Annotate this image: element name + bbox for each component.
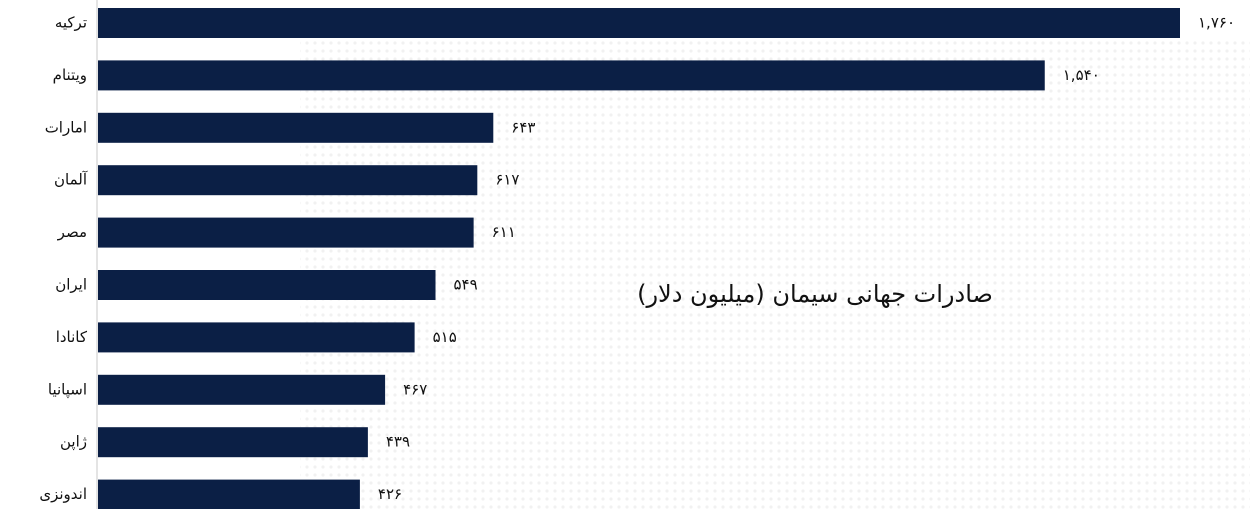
- value-label: ۴۶۷: [403, 380, 427, 398]
- value-label: ۴۲۶: [378, 485, 402, 503]
- value-label: ۶۱۱: [492, 223, 516, 241]
- map-background: [300, 40, 1250, 509]
- value-label: ۴۳۹: [386, 433, 410, 451]
- bar: [98, 165, 478, 196]
- bar: [98, 479, 360, 509]
- y-tick-label: آلمان: [54, 171, 88, 189]
- y-tick-label: ویتنام: [53, 66, 87, 84]
- bar: [98, 217, 474, 248]
- bar: [98, 427, 368, 458]
- value-label: ۵۴۹: [454, 276, 478, 294]
- y-tick-label: کانادا: [56, 328, 88, 346]
- value-label: ۱,۷۶۰: [1198, 14, 1235, 32]
- bar: [98, 60, 1045, 91]
- chart-title: صادرات جهانی سیمان (میلیون دلار): [637, 280, 993, 308]
- bar: [98, 8, 1180, 38]
- bar: [98, 374, 386, 405]
- y-tick-label: ترکیه: [55, 14, 87, 32]
- y-tick-label: ایران: [55, 276, 87, 294]
- y-tick-label: امارات: [45, 118, 87, 136]
- y-tick-label: ژاپن: [60, 433, 87, 452]
- y-tick-label: اندونزی: [39, 485, 87, 503]
- bar: [98, 322, 415, 353]
- y-tick-label: اسپانیا: [48, 380, 87, 399]
- value-label: ۱,۵۴۰: [1063, 66, 1100, 84]
- value-label: ۵۱۵: [433, 328, 457, 346]
- value-label: ۶۱۷: [495, 171, 519, 189]
- value-label: ۶۴۳: [511, 118, 535, 136]
- bar: [98, 112, 494, 143]
- y-tick-label: مصر: [57, 223, 87, 241]
- bar: [98, 270, 436, 300]
